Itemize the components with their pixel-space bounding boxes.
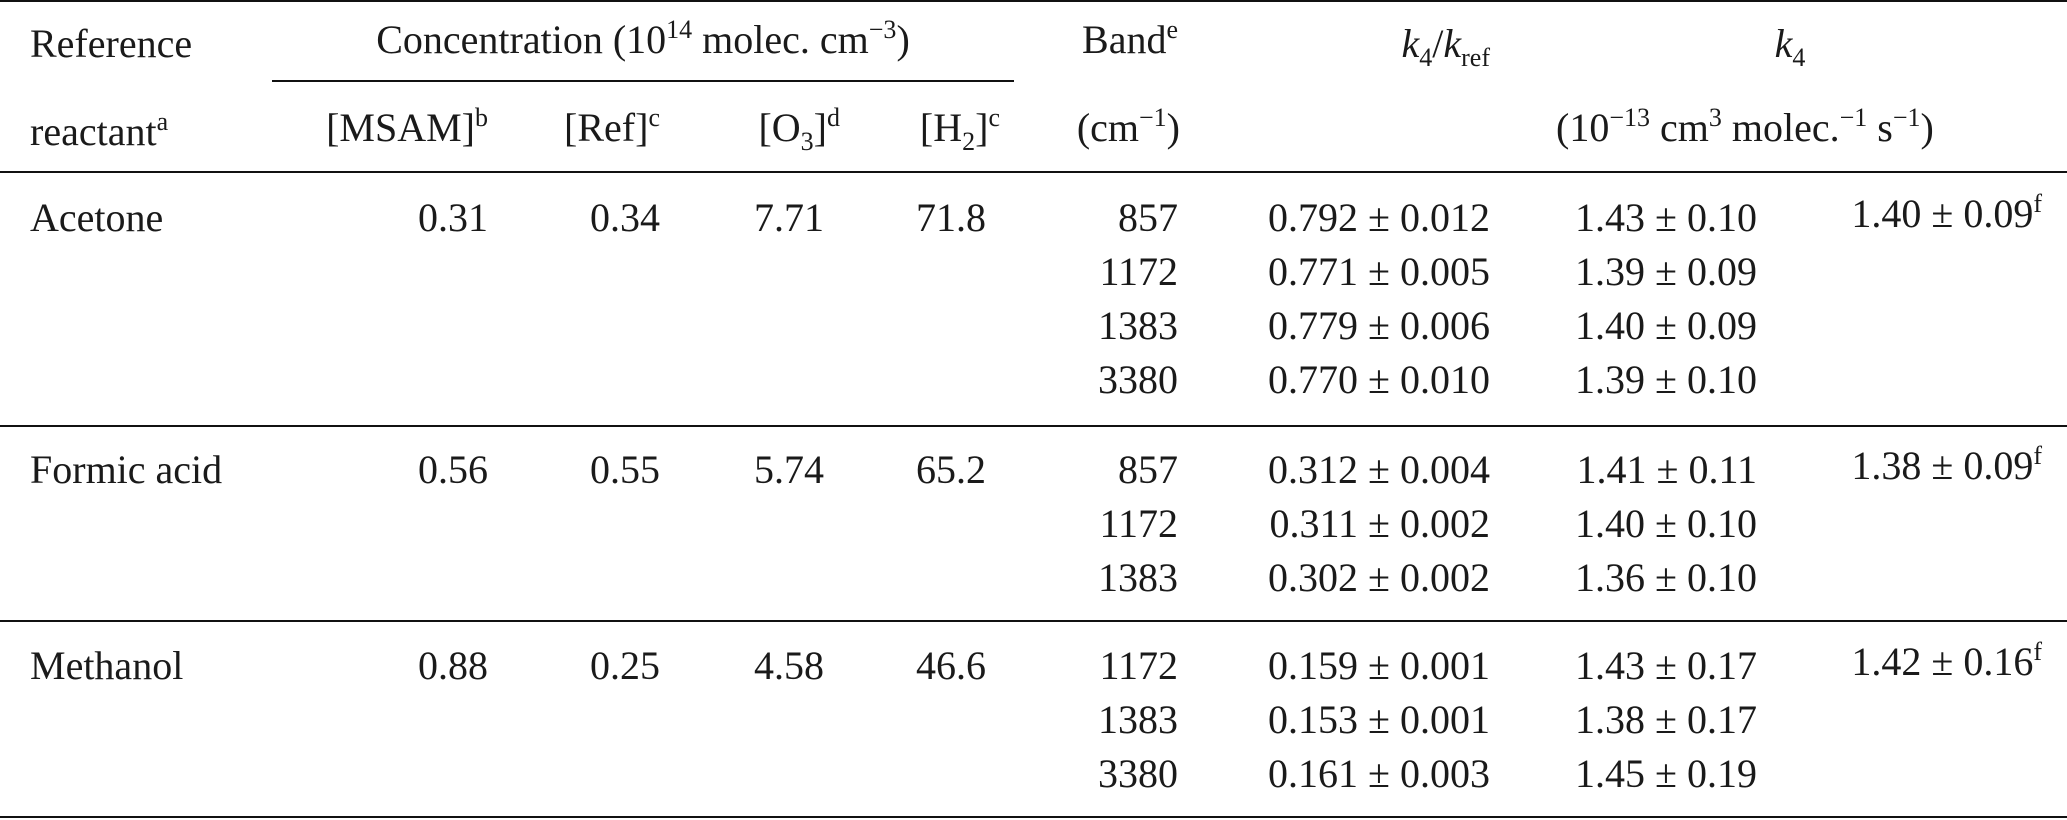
- k4-value: 1.39 ± 0.09: [1575, 249, 1757, 294]
- msam-value: 0.56: [418, 447, 488, 492]
- reactant-methanol: Methanol: [30, 643, 184, 688]
- header-band-unit: (cm−1): [1076, 103, 1180, 150]
- bottom-rule: [0, 816, 2067, 818]
- reactant-formic-acid: Formic acid: [30, 447, 223, 492]
- group-rule-1: [0, 425, 2067, 427]
- ratio-value: 0.771 ± 0.005: [1268, 249, 1490, 294]
- k4-average: 1.42 ± 0.16f: [1851, 637, 2042, 684]
- k4-value: 1.39 ± 0.10: [1575, 357, 1757, 402]
- ratio-value: 0.312 ± 0.004: [1268, 447, 1490, 492]
- header-concentration: Concentration (1014 molec. cm−3): [376, 15, 910, 62]
- band-value: 1383: [1098, 555, 1178, 600]
- o3-value: 4.58: [754, 643, 824, 688]
- ref-value: 0.55: [590, 447, 660, 492]
- header-k4-unit: (10−13 cm3 molec.−1 s−1): [1556, 103, 1934, 150]
- header-reactant: reactanta: [30, 107, 169, 154]
- k4-value: 1.40 ± 0.10: [1575, 501, 1757, 546]
- ref-value: 0.25: [590, 643, 660, 688]
- band-value: 1383: [1098, 697, 1178, 742]
- ratio-value: 0.159 ± 0.001: [1268, 643, 1490, 688]
- band-value: 1172: [1099, 643, 1178, 688]
- reactant-acetone: Acetone: [30, 195, 164, 240]
- ratio-value: 0.302 ± 0.002: [1268, 555, 1490, 600]
- k4-value: 1.43 ± 0.17: [1575, 643, 1757, 688]
- header-rule: [0, 171, 2067, 173]
- k4-value: 1.41 ± 0.11: [1576, 447, 1757, 492]
- o3-value: 5.74: [754, 447, 824, 492]
- ratio-value: 0.770 ± 0.010: [1268, 357, 1490, 402]
- msam-value: 0.31: [418, 195, 488, 240]
- header-ref: [Ref]c: [564, 103, 660, 150]
- k4-value: 1.43 ± 0.10: [1575, 195, 1757, 240]
- concentration-underline: [272, 80, 1014, 82]
- band-value: 857: [1118, 447, 1178, 492]
- header-reference: Reference: [30, 21, 193, 66]
- header-o3: [O3]d: [758, 103, 840, 156]
- h2-value: 71.8: [916, 195, 986, 240]
- k4-average: 1.40 ± 0.09f: [1851, 189, 2042, 236]
- o3-value: 7.71: [754, 195, 824, 240]
- group-rule-2: [0, 620, 2067, 622]
- header-msam: [MSAM]b: [326, 103, 488, 150]
- band-value: 3380: [1098, 357, 1178, 402]
- k4-average: 1.38 ± 0.09f: [1851, 441, 2042, 488]
- band-value: 1172: [1099, 501, 1178, 546]
- band-value: 3380: [1098, 751, 1178, 796]
- band-value: 1383: [1098, 303, 1178, 348]
- header-h2: [H2]c: [919, 103, 1000, 156]
- k4-value: 1.45 ± 0.19: [1575, 751, 1757, 796]
- msam-value: 0.88: [418, 643, 488, 688]
- band-value: 1172: [1099, 249, 1178, 294]
- k4-value: 1.36 ± 0.10: [1575, 555, 1757, 600]
- band-value: 857: [1118, 195, 1178, 240]
- h2-value: 46.6: [916, 643, 986, 688]
- ratio-value: 0.161 ± 0.003: [1268, 751, 1490, 796]
- top-rule: [0, 0, 2067, 2]
- header-k4: k4: [1774, 21, 1806, 72]
- h2-value: 65.2: [916, 447, 986, 492]
- ratio-value: 0.779 ± 0.006: [1268, 303, 1490, 348]
- k4-value: 1.38 ± 0.17: [1575, 697, 1757, 742]
- ref-value: 0.34: [590, 195, 660, 240]
- ratio-value: 0.311 ± 0.002: [1269, 501, 1490, 546]
- ratio-value: 0.153 ± 0.001: [1268, 697, 1490, 742]
- ratio-value: 0.792 ± 0.012: [1268, 195, 1490, 240]
- k4-value: 1.40 ± 0.09: [1575, 303, 1757, 348]
- header-band: Bande: [1082, 15, 1178, 62]
- header-ratio: k4/kref: [1401, 21, 1490, 72]
